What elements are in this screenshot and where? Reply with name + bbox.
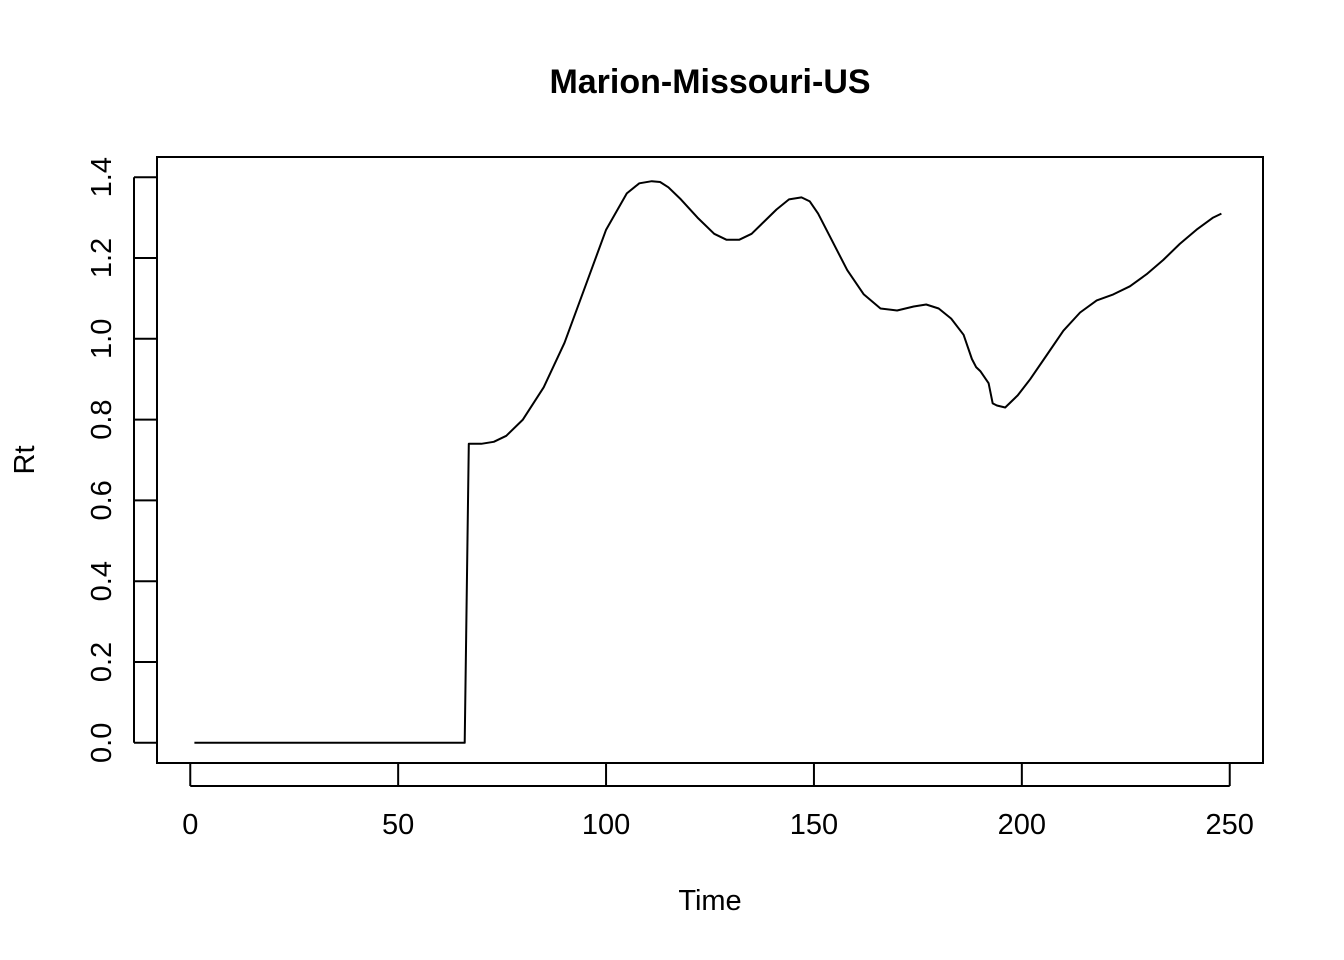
y-tick-label: 0.0 [86,723,118,763]
y-axis: 0.0 0.2 0.4 0.6 0.8 1.0 1.2 1.4 [86,157,156,763]
x-tick-label: 200 [998,809,1046,841]
x-axis-label: Time [678,885,741,917]
y-axis-label: Rt [9,446,41,475]
x-tick-label: 250 [1206,809,1254,841]
y-tick-label: 1.0 [86,319,118,359]
x-tick-label: 0 [182,809,198,841]
plot-frame [156,156,1264,764]
y-tick-label: 0.6 [86,480,118,520]
y-tick-label: 0.4 [86,561,118,601]
y-tick-label: 0.8 [86,399,118,439]
chart-title: Marion-Missouri-US [549,63,870,101]
y-tick-label: 1.2 [86,238,118,278]
x-tick-label: 150 [790,809,838,841]
x-tick-label: 50 [382,809,414,841]
x-axis: 0 50 100 150 200 250 [182,764,1254,841]
x-tick-label: 100 [582,809,630,841]
y-tick-label: 0.2 [86,642,118,682]
rt-series-line [194,180,1222,744]
y-tick-label: 1.4 [86,157,118,197]
